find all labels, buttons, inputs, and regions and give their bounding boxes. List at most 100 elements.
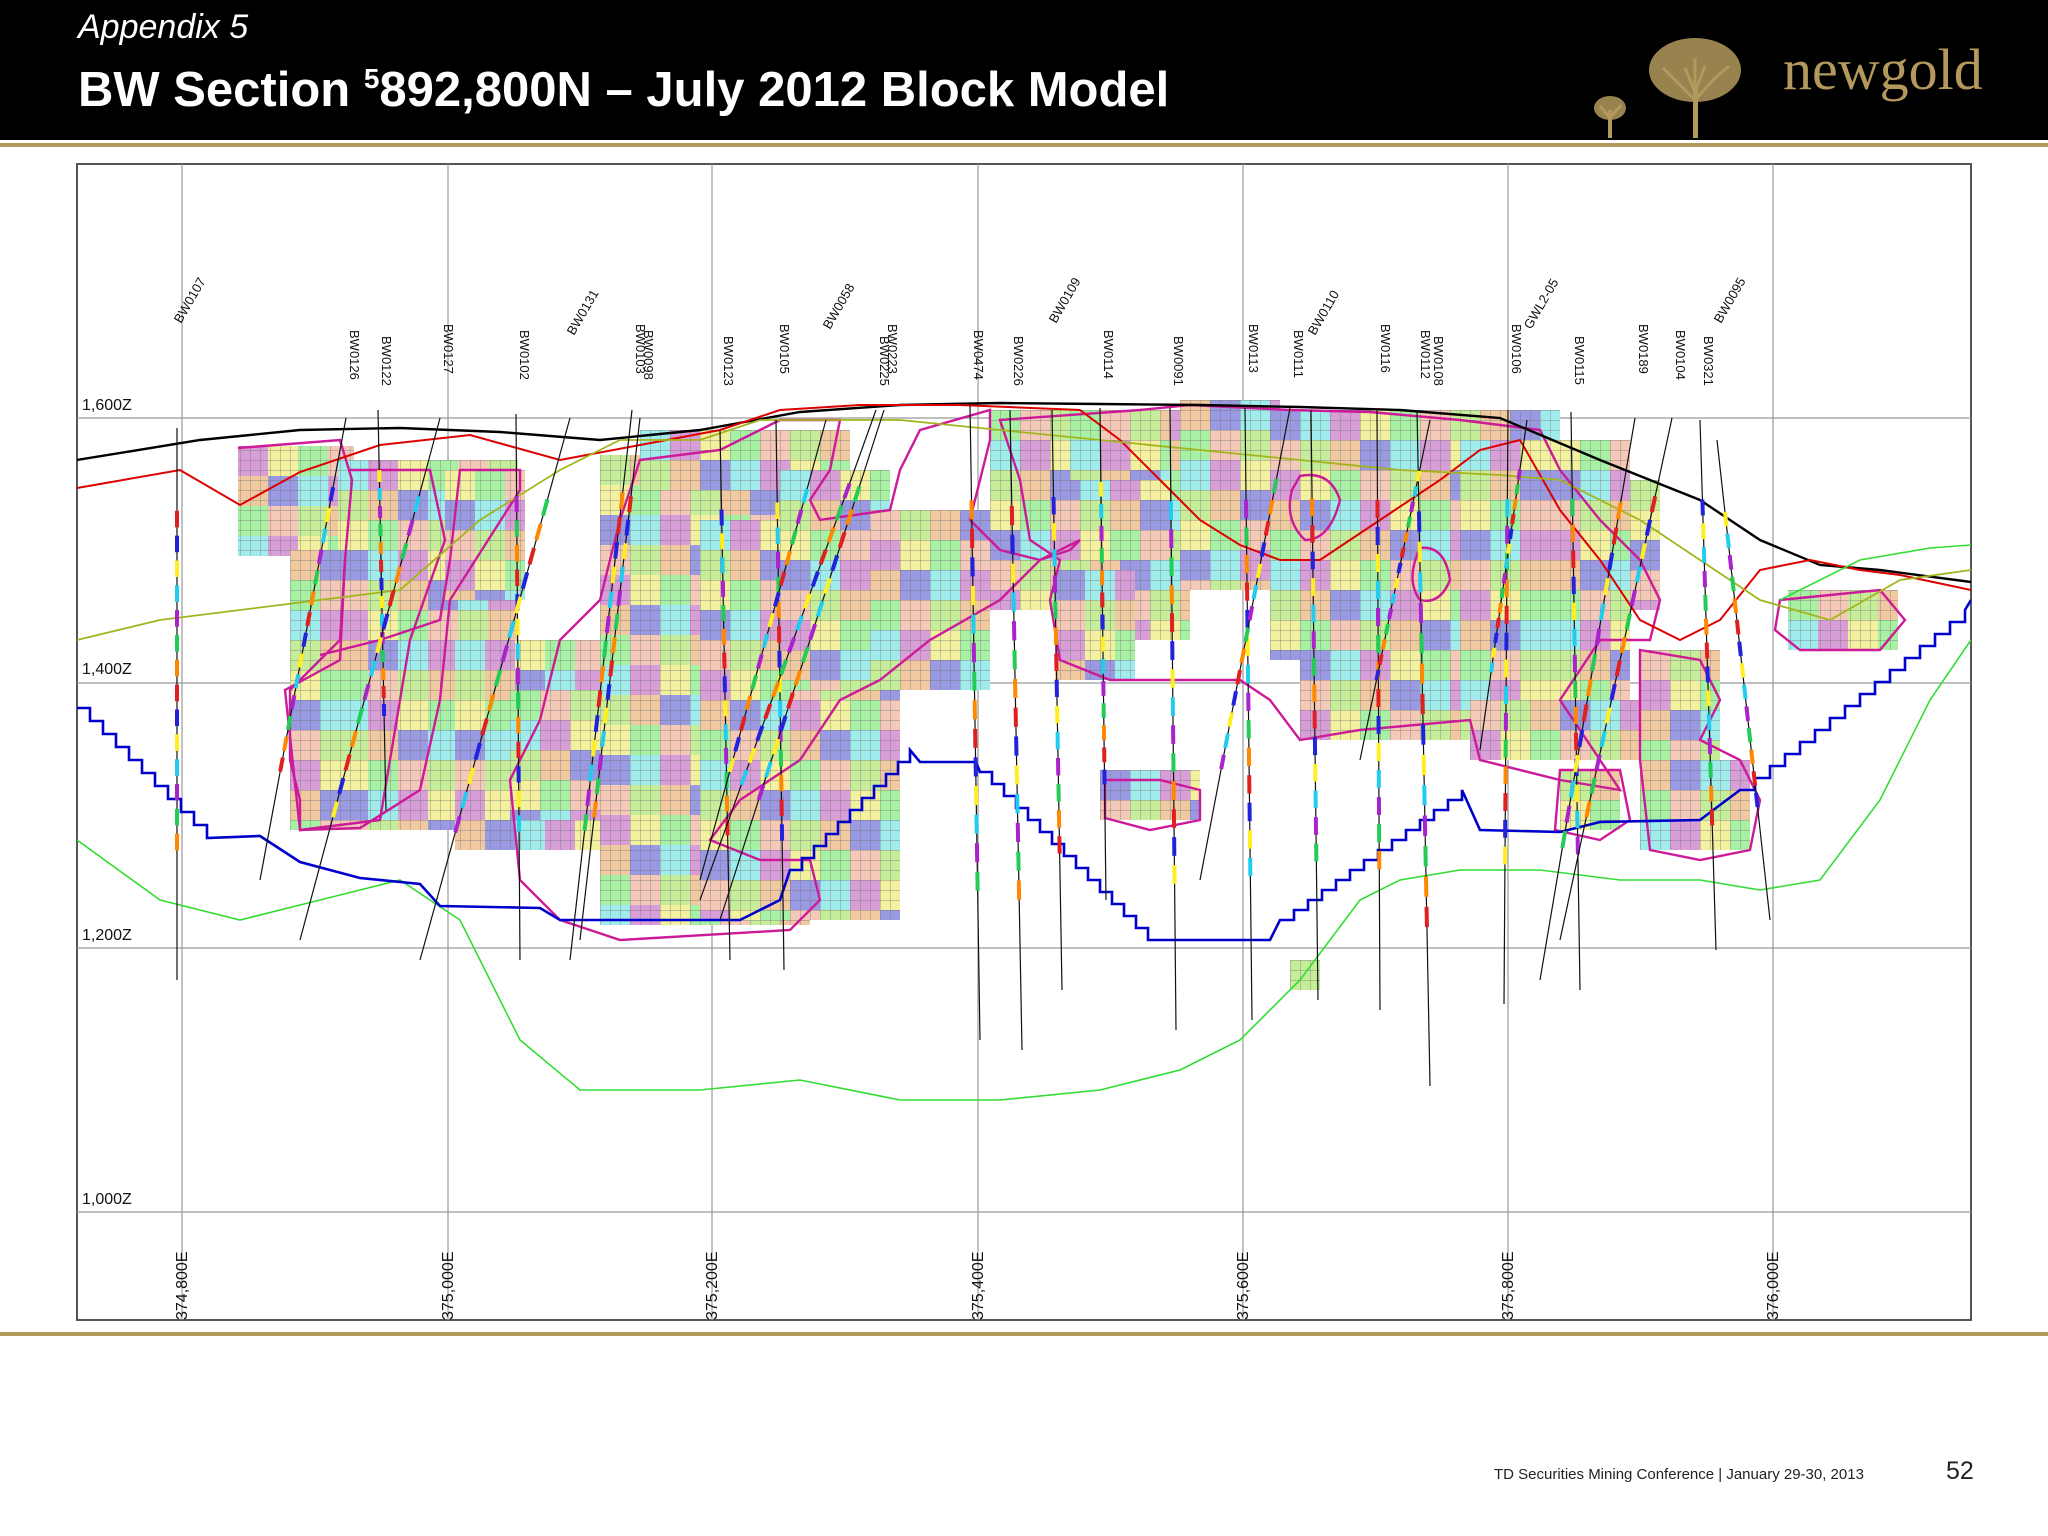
- newgold-logo-text: newgold: [1783, 37, 1983, 102]
- block-cluster: [1070, 410, 1170, 480]
- easting-label: 375,000E: [440, 1251, 457, 1320]
- drill-hole-traces: [175, 404, 1771, 1087]
- drillhole-label: BW0474: [971, 330, 986, 380]
- drill-hole-trace: [969, 404, 981, 1041]
- drill-hole-trace: [719, 429, 731, 961]
- drillhole-label: BW0226: [1011, 336, 1026, 386]
- drill-hole-trace: [579, 417, 641, 941]
- drill-hole-trace: [1310, 409, 1319, 1001]
- drill-hole-trace: [1051, 409, 1063, 991]
- drill-hole-trace: [1359, 419, 1431, 761]
- drillhole-label: BW0116: [1378, 324, 1393, 373]
- drillhole-label: BW0103: [633, 324, 648, 374]
- drillhole-label: BW0106: [1509, 324, 1524, 374]
- drill-hole-trace: [1009, 409, 1023, 1051]
- drill-hole-trace: [699, 419, 827, 881]
- axis-labels: 1,600Z 1,400Z 1,200Z 1,000Z 374,800E 375,000E…: [82, 275, 1782, 1320]
- mineralization-envelope-outline: [998, 403, 1662, 792]
- block-cluster: [1180, 400, 1280, 590]
- drillhole-label: BW0109: [1046, 275, 1084, 326]
- drill-hole-trace: [1559, 417, 1673, 941]
- header-gold-rule: [0, 143, 2048, 147]
- drill-hole-trace: [514, 413, 522, 961]
- drillhole-label: BW0091: [1171, 336, 1186, 386]
- block-cluster: [238, 446, 354, 556]
- drillhole-label: BW0098: [641, 330, 656, 380]
- underground-stope-outline: [77, 599, 1971, 942]
- elevation-label: 1,600Z: [82, 397, 132, 414]
- drill-hole-trace: [775, 419, 785, 971]
- drill-hole-trace: [1479, 419, 1528, 751]
- conference-footer: TD Securities Mining Conference | Januar…: [1494, 1466, 1864, 1483]
- drillhole-label: BW0321: [1701, 336, 1716, 386]
- drillhole-label: BW0123: [721, 336, 736, 386]
- block-cluster: [1470, 700, 1650, 760]
- drill-hole-trace: [1199, 407, 1291, 881]
- green-contour-line: [77, 639, 1971, 1101]
- drill-hole-trace: [1716, 439, 1771, 921]
- drill-hole-trace: [719, 409, 885, 921]
- mineralization-envelope-outline: [508, 408, 1081, 942]
- pit-and-contour-lines: [77, 401, 1971, 1101]
- mineralization-envelope-outline: [283, 468, 447, 832]
- elevation-label: 1,000Z: [82, 1191, 132, 1208]
- drillhole-label: BW0104: [1673, 330, 1688, 380]
- drill-hole-trace: [1570, 411, 1581, 991]
- elevation-label: 1,200Z: [82, 927, 132, 944]
- mineralization-envelope-outline: [1773, 588, 1907, 652]
- elevation-label: 1,400Z: [82, 661, 132, 678]
- slide-subtitle: Appendix 5: [78, 8, 249, 46]
- drillhole-label: BW0111: [1291, 330, 1306, 378]
- drill-hole-trace: [1416, 409, 1431, 1087]
- easting-label: 375,600E: [1235, 1251, 1252, 1320]
- drill-hole-trace: [699, 409, 877, 901]
- drill-hole-trace: [1098, 407, 1107, 901]
- title-suffix: 892,800N – July 2012 Block Model: [379, 63, 1170, 117]
- drillhole-label: BW0223: [885, 324, 900, 374]
- drillhole-label: BW0114: [1101, 330, 1116, 379]
- block-model-panel: [76, 163, 1972, 1321]
- title-prefix: BW Section: [78, 63, 364, 117]
- drill-hole-trace: [1502, 409, 1510, 1005]
- drill-hole-trace: [377, 409, 387, 811]
- drillhole-label: BW0110: [1305, 288, 1342, 338]
- mineralization-envelope-outline: [1288, 473, 1342, 542]
- mineralization-envelope-outline: [1411, 546, 1452, 602]
- drillhole-label: BW0122: [379, 336, 394, 386]
- drillhole-label: BW0102: [517, 330, 532, 380]
- easting-label: 375,800E: [1500, 1251, 1517, 1320]
- easting-label: 375,200E: [704, 1251, 721, 1320]
- drillhole-label: BW0105: [777, 324, 792, 374]
- drill-hole-trace: [1699, 419, 1717, 951]
- block-cluster: [870, 510, 990, 690]
- drillhole-label: BW0112: [1418, 330, 1433, 379]
- drill-hole-trace: [299, 417, 441, 941]
- drill-hole-trace: [1168, 407, 1177, 1031]
- olive-contour-line: [77, 419, 1971, 641]
- block-cluster: [1100, 770, 1200, 820]
- drillhole-label: BW0189: [1636, 324, 1651, 374]
- easting-label: 375,400E: [970, 1251, 987, 1320]
- block-cluster: [1550, 440, 1630, 740]
- drillhole-label: BW0126: [347, 330, 362, 380]
- mineralization-envelope-outline: [1553, 768, 1632, 842]
- slide-title: BW Section 5892,800N – July 2012 Block M…: [78, 62, 1169, 118]
- drillhole-label: BW0107: [171, 275, 209, 326]
- drillhole-label: BW0225: [877, 336, 892, 386]
- footer-gold-rule: [0, 1332, 2048, 1336]
- drillhole-label: BW0095: [1711, 275, 1749, 326]
- drill-hole-trace: [1375, 409, 1382, 1011]
- drillhole-label: GWL2-05: [1521, 276, 1562, 332]
- drill-hole-trace: [259, 417, 347, 881]
- drillhole-label: BW0058: [820, 281, 858, 332]
- drillhole-label: BW0108: [1431, 336, 1446, 386]
- drillhole-label: BW0131: [564, 287, 602, 338]
- drillhole-label: BW0113: [1246, 324, 1261, 373]
- drill-hole-trace: [1539, 417, 1636, 981]
- drillhole-label: BW0127: [441, 324, 456, 374]
- title-superscript: 5: [363, 63, 380, 94]
- block-cluster: [445, 470, 525, 600]
- topography-line: [77, 401, 1971, 584]
- block-cluster: [1788, 590, 1898, 650]
